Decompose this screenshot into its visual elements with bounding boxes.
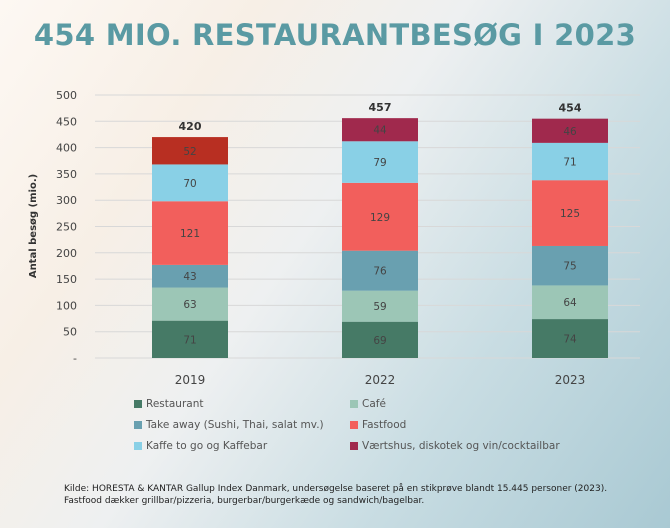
legend-label: Take away (Sushi, Thai, salat mv.) xyxy=(146,418,324,431)
x-tick-label: 2022 xyxy=(365,373,396,387)
data-label: 43 xyxy=(183,271,196,283)
legend-label: Restaurant xyxy=(146,397,204,410)
bar-segment xyxy=(532,319,608,358)
bar-segment xyxy=(532,180,608,246)
bar-segment xyxy=(532,118,608,143)
bar-segment xyxy=(342,141,418,183)
legend-label: Café xyxy=(362,397,386,410)
bar-segment xyxy=(342,290,418,322)
legend-swatch xyxy=(134,420,142,429)
data-label: 125 xyxy=(560,208,580,220)
legend-item: Restaurant xyxy=(134,396,350,411)
chart-title: 454 MIO. RESTAURANTBESØG I 2023 xyxy=(33,18,637,52)
legend-item: Værtshus, diskotek og vin/cocktailbar xyxy=(350,438,590,453)
bar-segment xyxy=(532,142,608,181)
legend-item: Take away (Sushi, Thai, salat mv.) xyxy=(134,417,350,432)
y-tick-label: 300 xyxy=(56,194,77,207)
x-tick-label: 2023 xyxy=(555,373,586,387)
total-label: 420 xyxy=(179,120,202,133)
y-tick-label: 450 xyxy=(56,115,77,128)
y-tick-label: 50 xyxy=(63,326,77,339)
legend-swatch xyxy=(350,441,358,450)
legend-swatch xyxy=(350,399,358,408)
data-label: 75 xyxy=(563,261,576,273)
legend: Restaurant Café Take away (Sushi, Thai, sa… xyxy=(134,396,590,453)
data-label: 70 xyxy=(183,178,196,190)
legend-item: Kaffe to go og Kaffebar xyxy=(134,438,350,453)
legend-item: Fastfood xyxy=(350,417,590,432)
legend-item: Café xyxy=(350,396,590,411)
bar-segment xyxy=(342,250,418,291)
bar-segment xyxy=(532,245,608,286)
y-tick-label: 200 xyxy=(56,247,77,260)
bar-segment xyxy=(152,164,228,202)
y-tick-label: 500 xyxy=(56,89,77,102)
legend-swatch xyxy=(134,441,142,450)
data-label: 69 xyxy=(373,335,386,347)
legend-label: Kaffe to go og Kaffebar xyxy=(146,439,268,452)
bar-segment xyxy=(342,182,418,251)
legend-swatch xyxy=(134,399,142,408)
data-label: 46 xyxy=(563,126,577,138)
total-label: 457 xyxy=(369,101,392,114)
y-tick-label: 350 xyxy=(56,168,77,181)
x-tick-label: 2019 xyxy=(175,373,206,387)
y-tick-label: 400 xyxy=(56,142,77,155)
bar-segment xyxy=(152,287,228,321)
source-note: Kilde: HORESTA & KANTAR Gallup Index Dan… xyxy=(64,483,607,507)
data-label: 44 xyxy=(373,125,387,137)
y-tick-label: 150 xyxy=(56,273,77,286)
bar-segment xyxy=(152,320,228,358)
bar-segment xyxy=(342,118,418,142)
y-tick-label: - xyxy=(73,352,77,365)
y-tick-label: 250 xyxy=(56,221,77,234)
legend-swatch xyxy=(350,420,358,429)
data-label: 129 xyxy=(370,212,390,224)
bar-segment xyxy=(532,285,608,320)
data-label: 71 xyxy=(183,334,196,346)
total-label: 454 xyxy=(559,102,582,115)
data-label: 59 xyxy=(373,301,386,313)
legend-label: Fastfood xyxy=(362,418,407,431)
data-label: 71 xyxy=(563,157,576,169)
data-label: 79 xyxy=(373,157,386,169)
bar-segment xyxy=(152,137,228,165)
bar-segment xyxy=(342,321,418,358)
legend-label: Værtshus, diskotek og vin/cocktailbar xyxy=(362,439,560,452)
data-label: 74 xyxy=(563,334,577,346)
data-label: 76 xyxy=(373,266,387,278)
y-tick-label: 100 xyxy=(56,299,77,312)
source-line-2: Fastfood dækker grillbar/pizzeria, burge… xyxy=(64,496,425,506)
source-line-1: Kilde: HORESTA & KANTAR Gallup Index Dan… xyxy=(64,484,608,494)
data-label: 52 xyxy=(183,146,196,158)
bar-segment xyxy=(152,264,228,288)
y-axis-label: Antal besøg (mio.) xyxy=(28,174,39,278)
bar-segment xyxy=(152,201,228,265)
data-label: 63 xyxy=(183,299,196,311)
data-label: 64 xyxy=(563,297,577,309)
data-label: 121 xyxy=(180,228,200,240)
